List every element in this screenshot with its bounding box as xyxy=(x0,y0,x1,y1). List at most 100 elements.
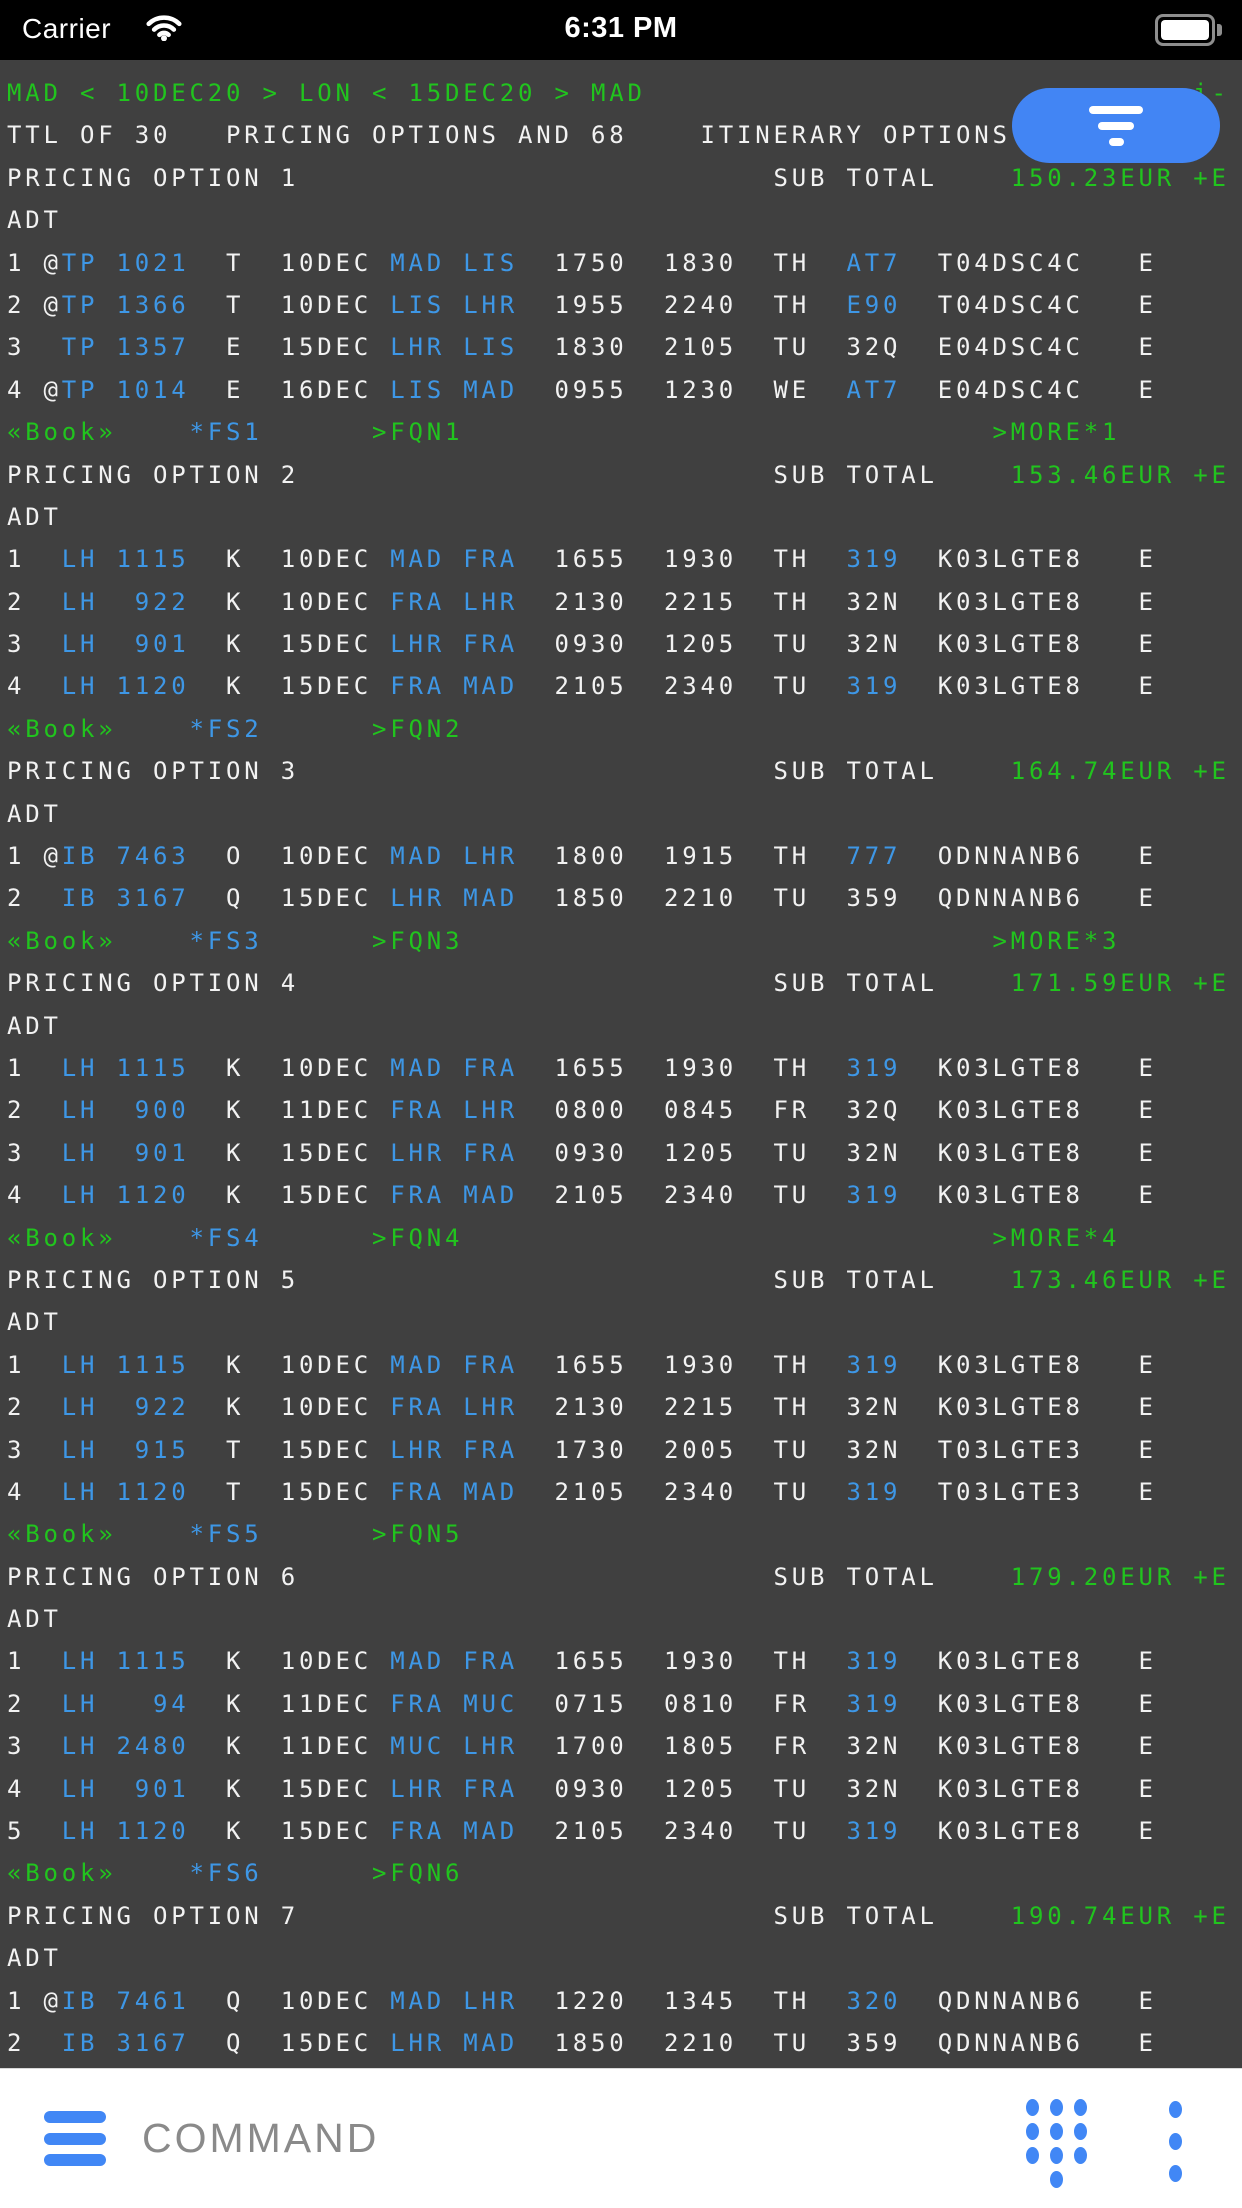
fqn-link[interactable]: >FQN4 xyxy=(372,1223,464,1252)
citypair-link[interactable]: LHR FRA xyxy=(390,1138,518,1167)
flight-segment-row: 4 LH 1120 T 15DEC FRA MAD 2105 2340 TU 3… xyxy=(7,1471,1242,1513)
more-menu-button[interactable] xyxy=(1169,2101,1182,2182)
equipment-link[interactable]: 319 xyxy=(846,1477,902,1506)
fqn-link[interactable]: >FQN6 xyxy=(372,1859,464,1888)
fqn-link[interactable]: >FQN5 xyxy=(372,1520,464,1549)
flight-link[interactable]: LH 1120 xyxy=(61,1817,190,1846)
terminal-output[interactable]: MAD < 10DEC20 > LON < 15DEC20 > MAD i- TT… xyxy=(0,60,1242,2068)
bottom-bar: COMMAND xyxy=(0,2068,1242,2208)
equipment-link[interactable]: E90 xyxy=(846,290,902,319)
terminal-text xyxy=(463,927,992,955)
citypair-link[interactable]: LHR MAD xyxy=(390,2028,518,2057)
flight-link[interactable]: LH 915 xyxy=(61,1435,190,1464)
flight-link[interactable]: LH 1120 xyxy=(61,1477,190,1506)
citypair-link[interactable]: MAD FRA xyxy=(390,1053,518,1082)
equipment-link[interactable]: AT7 xyxy=(846,375,902,404)
flight-link[interactable]: LH 900 xyxy=(61,1096,190,1125)
terminal-text: 0930 1205 TU xyxy=(518,630,847,659)
flight-link[interactable]: TP 1021 xyxy=(61,248,190,277)
citypair-link[interactable]: MAD FRA xyxy=(390,1647,518,1676)
equipment-link[interactable]: 319 xyxy=(846,1350,902,1379)
citypair-link[interactable]: FRA MUC xyxy=(390,1689,518,1718)
equipment-link[interactable]: 320 xyxy=(846,1986,902,2015)
citypair-link[interactable]: FRA LHR xyxy=(390,1096,518,1125)
fs-link[interactable]: *FS3 xyxy=(189,926,263,955)
citypair-link[interactable]: LHR MAD xyxy=(390,884,518,913)
flight-link[interactable]: LH 1120 xyxy=(61,672,190,701)
citypair-link[interactable]: FRA MAD xyxy=(390,672,518,701)
citypair-link[interactable]: FRA MAD xyxy=(390,1181,518,1210)
fs-link[interactable]: *FS5 xyxy=(189,1520,263,1549)
book-link[interactable]: «Book» xyxy=(7,418,117,447)
terminal-text: T 10DEC xyxy=(189,290,391,319)
citypair-link[interactable]: FRA MAD xyxy=(390,1817,518,1846)
flight-link[interactable]: LH 1115 xyxy=(61,1350,190,1379)
fqn-link[interactable]: >FQN1 xyxy=(372,418,464,447)
flight-link[interactable]: IB 3167 xyxy=(61,884,190,913)
citypair-link[interactable]: FRA MAD xyxy=(390,1477,518,1506)
flight-link[interactable]: TP 1366 xyxy=(61,290,190,319)
flight-link[interactable]: LH 901 xyxy=(61,1138,190,1167)
equipment-link[interactable]: 319 xyxy=(846,1053,902,1082)
flight-link[interactable]: IB 3167 xyxy=(61,2028,190,2057)
citypair-link[interactable]: MAD LHR xyxy=(390,1986,518,2015)
citypair-link[interactable]: LHR FRA xyxy=(390,630,518,659)
book-link[interactable]: «Book» xyxy=(7,1223,117,1252)
fqn-link[interactable]: >FQN2 xyxy=(372,714,464,743)
fqn-link[interactable]: >FQN3 xyxy=(372,926,464,955)
more-link[interactable]: >MORE*4 xyxy=(992,1223,1121,1252)
filter-button[interactable] xyxy=(1012,88,1220,163)
terminal-text: Q 10DEC xyxy=(189,1986,391,2015)
flight-link[interactable]: LH 901 xyxy=(61,630,190,659)
flight-link[interactable]: LH 1115 xyxy=(61,1647,190,1676)
pax-line: ADT xyxy=(7,793,1242,835)
pax-line: ADT xyxy=(7,1598,1242,1640)
terminal-text: 1750 1830 TH xyxy=(518,248,847,277)
citypair-link[interactable]: FRA LHR xyxy=(390,587,518,616)
book-link[interactable]: «Book» xyxy=(7,1859,117,1888)
flight-link[interactable]: LH 901 xyxy=(61,1774,190,1803)
flight-link[interactable]: LH 922 xyxy=(61,587,190,616)
flight-link[interactable]: LH 94 xyxy=(61,1689,190,1718)
equipment-link[interactable]: 319 xyxy=(846,1181,902,1210)
book-link[interactable]: «Book» xyxy=(7,1520,117,1549)
flight-link[interactable]: TP 1014 xyxy=(61,375,190,404)
flight-link[interactable]: LH 922 xyxy=(61,1393,190,1422)
keypad-button[interactable] xyxy=(1026,2099,1087,2188)
citypair-link[interactable]: LIS LHR xyxy=(390,290,518,319)
equipment-link[interactable]: AT7 xyxy=(846,248,902,277)
flight-link[interactable]: LH 1120 xyxy=(61,1181,190,1210)
fs-link[interactable]: *FS2 xyxy=(189,714,263,743)
citypair-link[interactable]: LHR LIS xyxy=(390,333,518,362)
equipment-link[interactable]: 319 xyxy=(846,672,902,701)
terminal-text: 1955 2240 TH xyxy=(518,290,847,319)
citypair-link[interactable]: LIS MAD xyxy=(390,375,518,404)
citypair-link[interactable]: MAD LHR xyxy=(390,842,518,871)
flight-link[interactable]: TP 1357 xyxy=(61,333,190,362)
fs-link[interactable]: *FS4 xyxy=(189,1223,263,1252)
flight-link[interactable]: IB 7463 xyxy=(61,842,190,871)
citypair-link[interactable]: MUC LHR xyxy=(390,1732,518,1761)
citypair-link[interactable]: LHR FRA xyxy=(390,1435,518,1464)
citypair-link[interactable]: MAD LIS xyxy=(390,248,518,277)
equipment-link[interactable]: 319 xyxy=(846,1647,902,1676)
equipment-link[interactable]: 319 xyxy=(846,545,902,574)
book-link[interactable]: «Book» xyxy=(7,714,117,743)
book-link[interactable]: «Book» xyxy=(7,926,117,955)
more-link[interactable]: >MORE*3 xyxy=(992,926,1121,955)
citypair-link[interactable]: LHR FRA xyxy=(390,1774,518,1803)
command-menu-button[interactable]: COMMAND xyxy=(44,2111,379,2166)
flight-link[interactable]: LH 2480 xyxy=(61,1732,190,1761)
equipment-link[interactable]: 777 xyxy=(846,842,902,871)
citypair-link[interactable]: MAD FRA xyxy=(390,1350,518,1379)
flight-link[interactable]: LH 1115 xyxy=(61,545,190,574)
flight-link[interactable]: IB 7461 xyxy=(61,1986,190,2015)
citypair-link[interactable]: FRA LHR xyxy=(390,1393,518,1422)
citypair-link[interactable]: MAD FRA xyxy=(390,545,518,574)
flight-link[interactable]: LH 1115 xyxy=(61,1053,190,1082)
equipment-link[interactable]: 319 xyxy=(846,1689,902,1718)
fs-link[interactable]: *FS1 xyxy=(189,418,263,447)
more-link[interactable]: >MORE*1 xyxy=(992,418,1121,447)
fs-link[interactable]: *FS6 xyxy=(189,1859,263,1888)
equipment-link[interactable]: 319 xyxy=(846,1817,902,1846)
